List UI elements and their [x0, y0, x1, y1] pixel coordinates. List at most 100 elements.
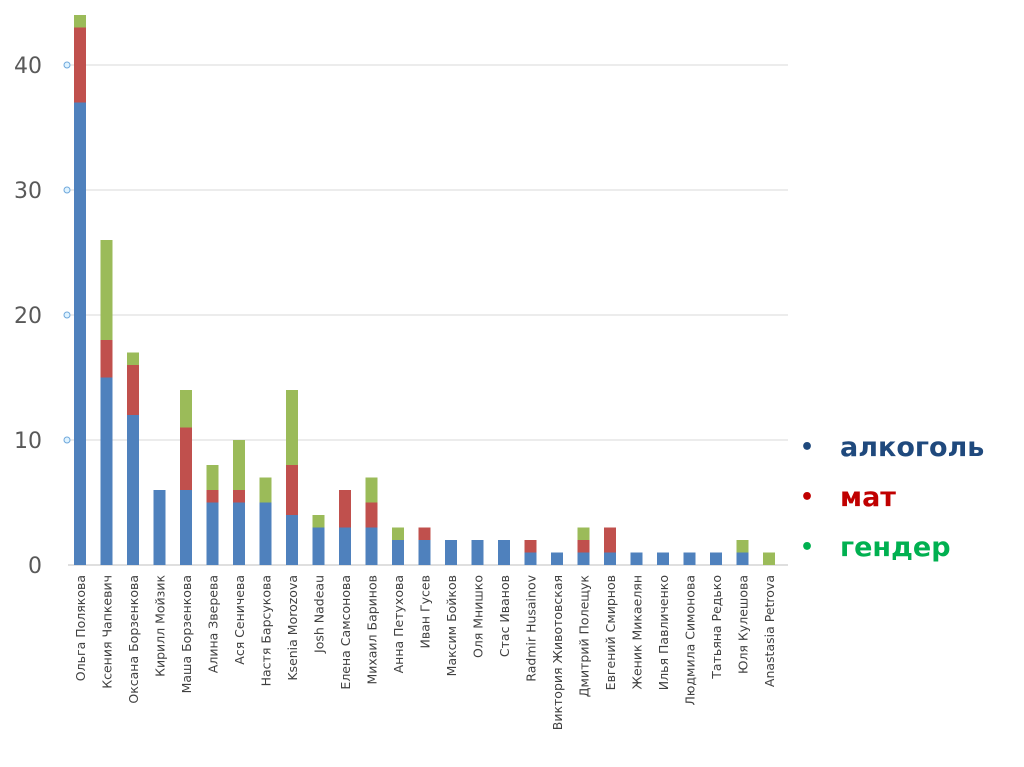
bar-segment-алкоголь: [392, 540, 404, 565]
x-tick-label: Елена Самсонова: [338, 575, 353, 690]
bar-segment-мат: [524, 540, 537, 553]
legend-label: мат: [840, 481, 896, 513]
bar-segment-алкоголь: [683, 552, 696, 565]
y-tick-marker: [63, 311, 71, 319]
bar-segment-мат: [418, 527, 431, 540]
bar-segment-гендер: [127, 352, 139, 365]
y-tick-marker: [63, 186, 71, 194]
bar-segment-алкоголь: [153, 490, 166, 565]
bar-segment-гендер: [74, 15, 86, 28]
bar-segment-алкоголь: [127, 415, 139, 565]
bar-segment-гендер: [577, 527, 590, 540]
y-tick-marker: [63, 436, 71, 444]
x-tick-label: Максим Бойков: [444, 575, 459, 676]
x-tick-label: Дмитрий Полещук: [577, 575, 592, 698]
bar-segment-алкоголь: [312, 527, 325, 565]
bar-segment-мат: [604, 527, 616, 553]
bar-segment-мат: [206, 490, 219, 503]
bar-segment-алкоголь: [259, 502, 272, 565]
x-tick-label: Виктория Животовская: [550, 575, 565, 730]
x-tick-label: Josh Nadeau: [312, 575, 327, 654]
y-tick-label: 40: [14, 54, 42, 79]
bar-segment-гендер: [259, 477, 272, 503]
x-tick-label: Настя Барсукова: [259, 575, 274, 686]
legend-item-swearing: • мат: [800, 472, 984, 522]
bar-segment-мат: [339, 490, 351, 528]
legend: • алкоголь • мат • гендер: [800, 422, 984, 572]
bar-segment-гендер: [180, 390, 192, 428]
x-tick-label: Женик Микаелян: [630, 575, 645, 689]
bar-segment-мат: [127, 365, 139, 415]
bar-segment-гендер: [763, 552, 775, 565]
bar-segment-алкоголь: [100, 377, 113, 565]
x-tick-label: Ольга Полякова: [73, 575, 88, 681]
x-tick-label: Маша Борзенкова: [179, 575, 194, 693]
x-tick-label: Иван Гусев: [418, 575, 433, 648]
bar-segment-гендер: [286, 390, 298, 465]
bar-segment-мат: [233, 490, 245, 503]
bar-segment-алкоголь: [74, 102, 86, 565]
bar-segment-гендер: [206, 465, 219, 490]
bar-segment-гендер: [312, 515, 325, 528]
bar-segment-алкоголь: [233, 502, 245, 565]
x-tick-label: Анна Петухова: [391, 575, 406, 673]
bar-segment-алкоголь: [630, 552, 643, 565]
bar-segment-мат: [100, 340, 113, 378]
y-tick-label: 10: [14, 429, 42, 454]
bar-segment-мат: [74, 27, 86, 103]
legend-item-gender: • гендер: [800, 522, 984, 572]
x-tick-label: Илья Павличенко: [656, 575, 671, 690]
bar-segment-гендер: [736, 540, 749, 553]
bar-segment-алкоголь: [365, 527, 378, 565]
x-tick-label: Ася Сеничева: [232, 575, 247, 665]
bar-segment-алкоголь: [339, 527, 351, 565]
bar-segment-мат: [286, 465, 298, 515]
bar-segment-гендер: [100, 240, 113, 340]
bar-segment-алкоголь: [206, 502, 219, 565]
x-tick-label: Anastasia Petrova: [762, 575, 777, 687]
bar-segment-алкоголь: [524, 552, 537, 565]
y-tick-label: 20: [14, 304, 42, 329]
bar-segment-гендер: [392, 527, 404, 540]
bar-segment-алкоголь: [498, 540, 510, 565]
x-tick-label: Юля Кулешова: [736, 575, 751, 674]
bar-segment-гендер: [233, 440, 245, 490]
bar-segment-алкоголь: [445, 540, 457, 565]
bar-segment-алкоголь: [418, 540, 431, 565]
bar-segment-алкоголь: [604, 552, 616, 565]
x-tick-label: Кирилл Мойзик: [153, 575, 168, 677]
legend-label: гендер: [840, 531, 951, 563]
x-tick-label: Ксения Чапкевич: [100, 575, 115, 689]
x-tick-label: Ksenia Morozova: [285, 575, 300, 681]
legend-bullet-icon: •: [800, 484, 815, 510]
bar-segment-алкоголь: [551, 552, 563, 565]
x-tick-label: Людмила Симонова: [683, 575, 698, 706]
x-tick-label: Radmir Husainov: [524, 574, 539, 681]
y-tick-label: 30: [14, 179, 42, 204]
x-tick-label: Стас Иванов: [497, 575, 512, 657]
x-tick-label: Оксана Борзенкова: [126, 575, 141, 704]
y-tick-label: 0: [28, 554, 42, 579]
bar-segment-алкоголь: [577, 552, 590, 565]
x-tick-label: Михаил Баринов: [365, 575, 380, 685]
x-tick-label: Алина Зверева: [206, 575, 221, 673]
bar-segment-алкоголь: [710, 552, 722, 565]
x-tick-label: Евгений Смирнов: [603, 575, 618, 690]
bar-segment-алкоголь: [286, 515, 298, 565]
bar-segment-алкоголь: [736, 552, 749, 565]
legend-bullet-icon: •: [800, 434, 815, 460]
bar-segment-мат: [365, 502, 378, 528]
bar-segment-мат: [180, 427, 192, 490]
bar-segment-алкоголь: [657, 552, 669, 565]
legend-bullet-icon: •: [800, 534, 815, 560]
x-tick-label: Оля Мнишко: [471, 575, 486, 658]
bar-segment-гендер: [365, 477, 378, 503]
y-tick-marker: [63, 61, 71, 69]
x-tick-label: Татьяна Редько: [709, 575, 724, 680]
bar-segment-алкоголь: [180, 490, 192, 565]
legend-label: алкоголь: [840, 431, 985, 463]
legend-item-alcohol: • алкоголь: [800, 422, 984, 472]
bar-segment-алкоголь: [471, 540, 484, 565]
bar-segment-мат: [577, 540, 590, 553]
